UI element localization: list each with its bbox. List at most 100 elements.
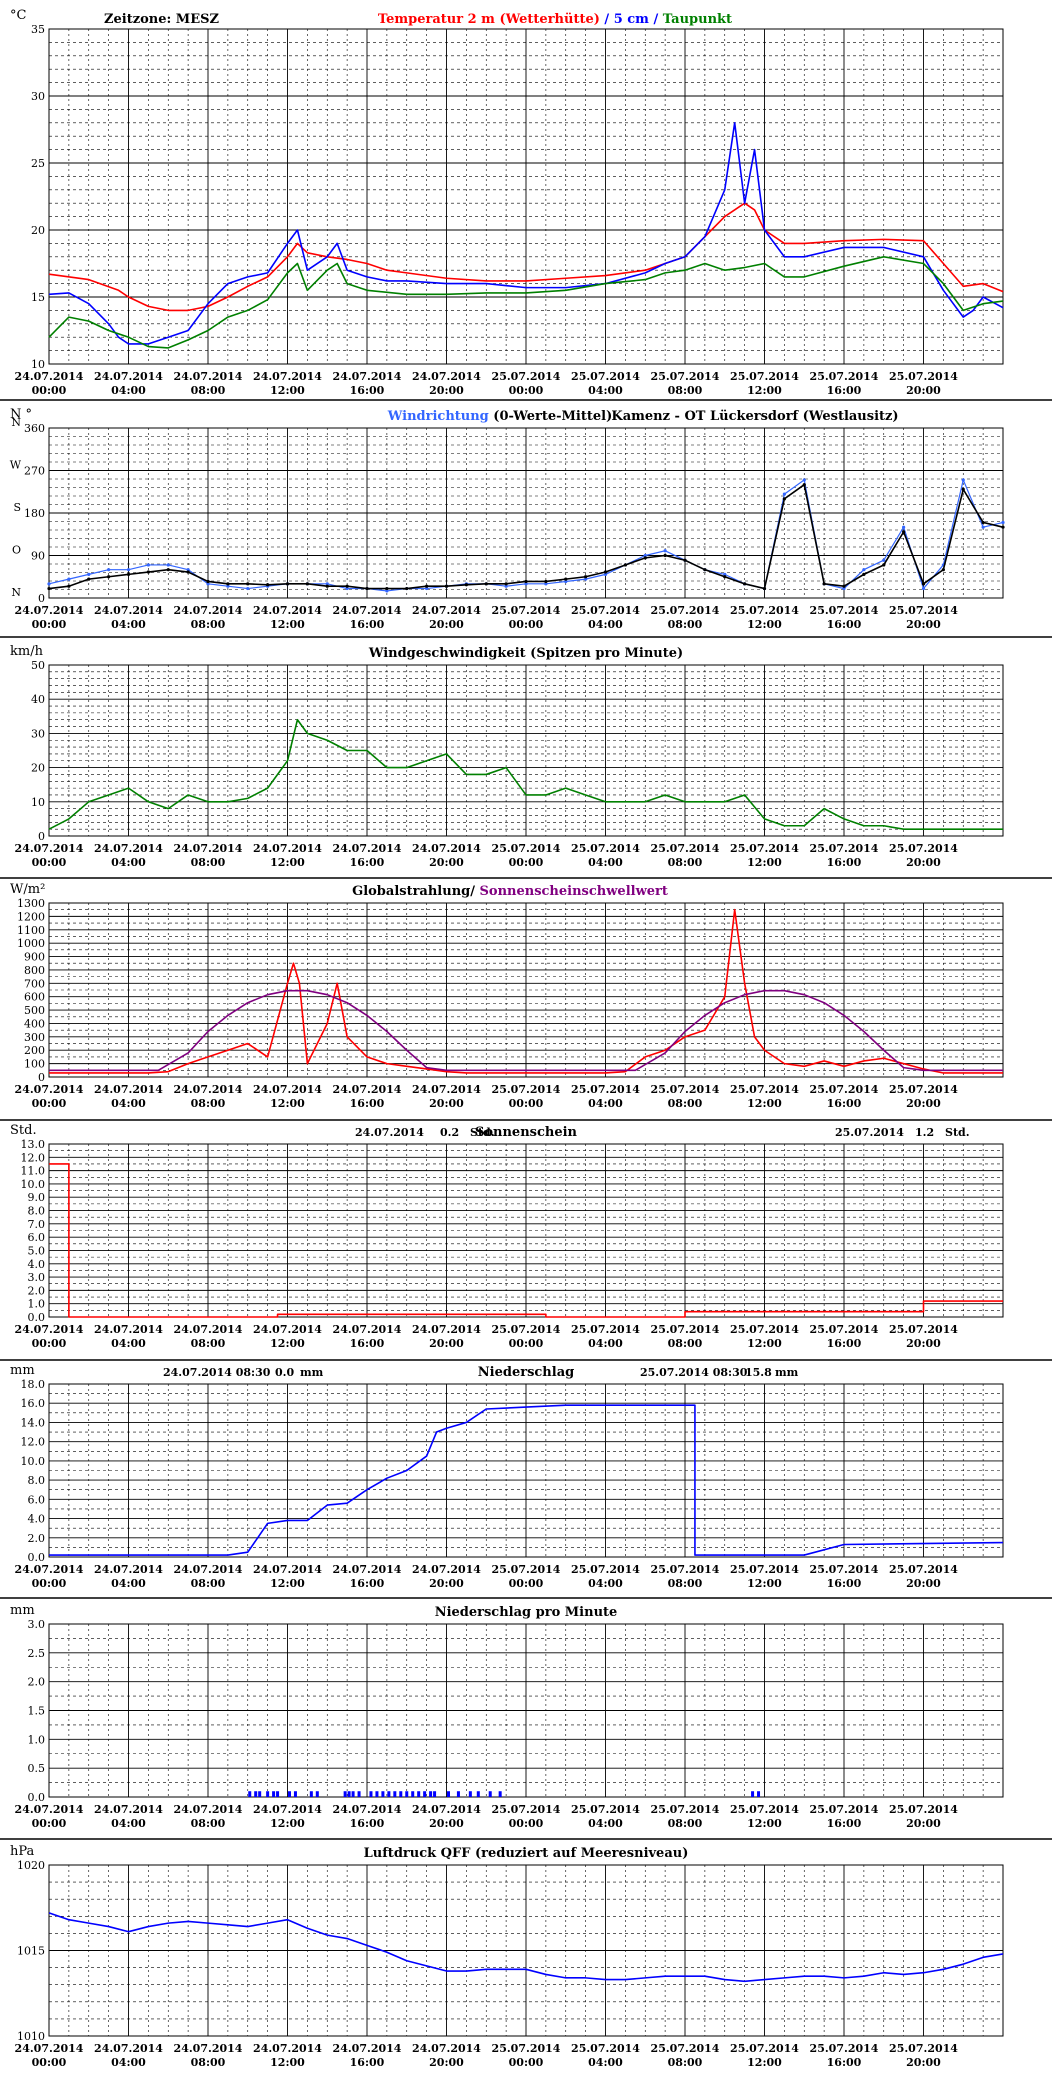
direction-point (842, 586, 846, 591)
x-tick-time: 12:00 (747, 1817, 782, 1830)
chart-panel-precip_min: 0.0 0.5 1.0 1.5 2.0 2.5 3.0mm Niederschlag pro … (0, 1603, 1052, 1840)
x-tick-date: 25.07.2014 (730, 370, 799, 383)
x-tick-date: 24.07.2014 (174, 1083, 243, 1096)
y-tick-label: 1200 (17, 910, 45, 923)
x-tick-date: 24.07.2014 (94, 842, 163, 855)
x-tick-date: 25.07.2014 (889, 2042, 958, 2055)
x-tick-time: 12:00 (270, 1097, 305, 1110)
y-tick-label: 90 (31, 550, 45, 563)
direction-point (107, 568, 111, 572)
chart-title: Niederschlag (478, 1365, 574, 1380)
y-tick-label: 0.0 (28, 1551, 46, 1564)
y-tick-label: 50 (31, 659, 45, 672)
station-label: Kamenz - OT Lückersdorf (Westlausitz) (611, 409, 898, 424)
x-tick-date: 25.07.2014 (571, 2042, 640, 2055)
precip-bar (315, 1791, 319, 1797)
series-line-2 (48, 255, 1004, 349)
direction-point (444, 584, 449, 588)
y-tick-label: 7.0 (28, 1218, 46, 1231)
x-tick-date: 24.07.2014 (333, 842, 402, 855)
x-tick-date: 24.07.2014 (412, 1563, 481, 1576)
direction-point (981, 525, 985, 529)
x-tick-time: 08:00 (191, 618, 226, 631)
y-tick-label: 0.0 (28, 1791, 46, 1804)
x-tick-date: 24.07.2014 (412, 1083, 481, 1096)
direction-point (285, 582, 290, 586)
x-tick-date: 25.07.2014 (889, 604, 958, 617)
compass-label: S (13, 501, 21, 514)
x-tick-date: 24.07.2014 (15, 842, 84, 855)
direction-point (584, 575, 588, 579)
title-part: Windrichtung (387, 409, 489, 424)
x-tick-time: 20:00 (429, 384, 464, 397)
x-tick-time: 12:00 (270, 1337, 305, 1350)
direction-point (345, 584, 349, 588)
timezone-label: Zeitzone: MESZ (104, 12, 219, 27)
direction-point (961, 487, 965, 491)
direction-point (603, 570, 608, 574)
direction-point (126, 568, 131, 572)
x-tick-time: 20:00 (906, 618, 941, 631)
summary-date: 24.07.2014 08:30 (163, 1366, 271, 1379)
x-tick-time: 16:00 (827, 856, 862, 869)
series-line-1 (48, 122, 1004, 345)
x-tick-date: 25.07.2014 (810, 604, 879, 617)
x-tick-date: 24.07.2014 (333, 1803, 402, 1816)
summary-date: 24.07.2014 (355, 1126, 424, 1139)
x-tick-date: 25.07.2014 (810, 842, 879, 855)
y-tick-label: 800 (24, 964, 45, 977)
precip-bar (476, 1791, 480, 1797)
direction-point (504, 584, 508, 588)
x-tick-time: 12:00 (747, 1577, 782, 1590)
direction-point (683, 558, 687, 562)
direction-point (623, 563, 627, 567)
direction-point (842, 584, 846, 588)
x-tick-time: 16:00 (827, 2056, 862, 2069)
direction-point (484, 582, 488, 586)
direction-point (47, 582, 51, 586)
precip-bar (423, 1791, 427, 1797)
y-tick-label: 400 (24, 1017, 45, 1030)
direction-point (564, 579, 568, 584)
y-tick-label: 0 (38, 1071, 45, 1084)
x-tick-date: 24.07.2014 (174, 370, 243, 383)
x-tick-time: 08:00 (191, 2056, 226, 2069)
chart-title: Luftdruck QFF (reduziert auf Meeresnivea… (364, 1846, 689, 1861)
x-tick-date: 25.07.2014 (810, 1563, 879, 1576)
title-part: Temperatur 2 m (Wetterhütte) (378, 12, 600, 27)
x-tick-time: 00:00 (32, 1817, 67, 1830)
y-tick-label: 100 (24, 1058, 45, 1071)
x-tick-time: 16:00 (350, 856, 385, 869)
x-tick-date: 25.07.2014 (651, 370, 720, 383)
x-tick-date: 24.07.2014 (174, 1563, 243, 1576)
x-tick-date: 24.07.2014 (412, 1803, 481, 1816)
direction-point (643, 553, 647, 558)
x-tick-date: 24.07.2014 (412, 1323, 481, 1336)
direction-point (941, 568, 945, 572)
compass-label: W (10, 459, 22, 472)
x-tick-date: 25.07.2014 (651, 604, 720, 617)
y-tick-label: 10 (31, 796, 45, 809)
y-tick-label: 6.0 (28, 1231, 46, 1244)
y-tick-label: 8.0 (28, 1205, 46, 1218)
x-tick-date: 24.07.2014 (94, 370, 163, 383)
x-tick-date: 24.07.2014 (333, 1083, 402, 1096)
direction-point (246, 586, 250, 591)
x-tick-date: 25.07.2014 (889, 1803, 958, 1816)
x-tick-time: 20:00 (429, 856, 464, 869)
y-tick-label: 1010 (17, 2030, 45, 2043)
y-tick-label: 30 (31, 90, 45, 103)
x-tick-date: 25.07.2014 (651, 1323, 720, 1336)
x-tick-date: 24.07.2014 (253, 1803, 322, 1816)
y-tick-label: 1100 (17, 924, 45, 937)
x-tick-time: 04:00 (588, 1097, 623, 1110)
direction-point (902, 530, 906, 534)
plot-frame (48, 902, 1004, 1078)
direction-point (266, 583, 270, 587)
x-tick-date: 25.07.2014 (810, 370, 879, 383)
x-tick-time: 20:00 (429, 2056, 464, 2069)
series-line-0 (49, 908, 1003, 1074)
x-tick-time: 00:00 (509, 1577, 544, 1590)
direction-point (782, 497, 786, 501)
x-tick-time: 00:00 (32, 856, 67, 869)
